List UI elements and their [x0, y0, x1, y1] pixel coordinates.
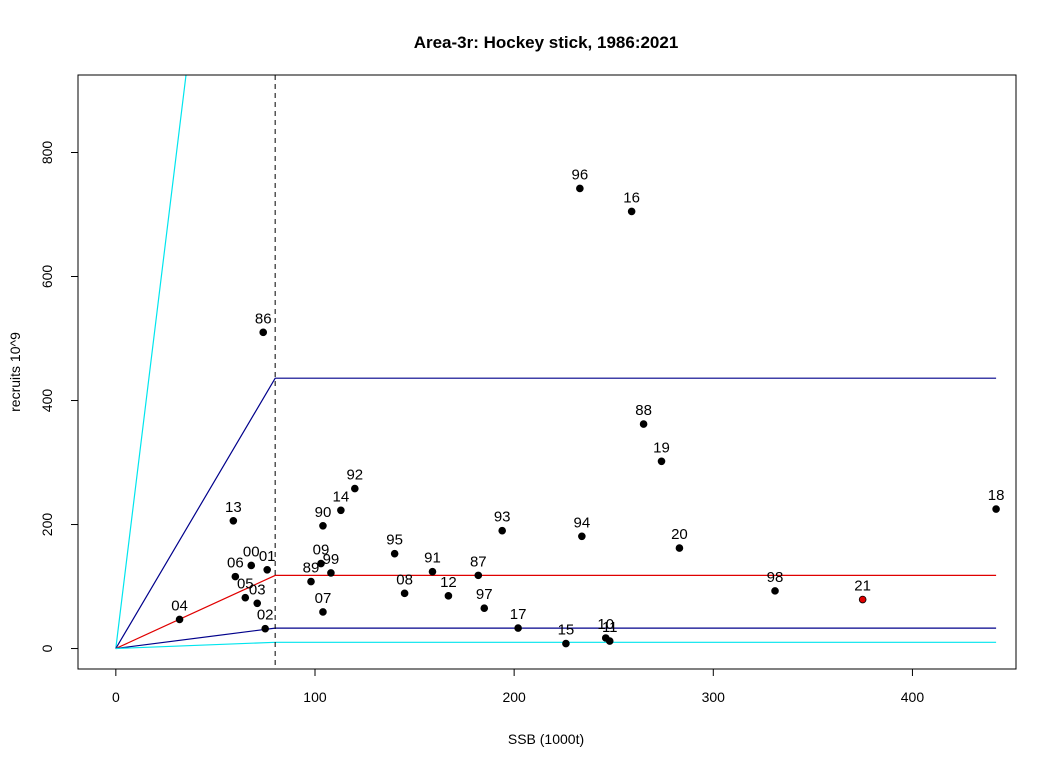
point-86 [259, 328, 268, 337]
point-label-01: 01 [259, 548, 276, 565]
x-tick-label: 100 [303, 689, 327, 705]
point-19 [657, 457, 666, 466]
point-label-14: 14 [333, 488, 350, 505]
y-tick-label: 600 [39, 265, 55, 289]
point-17 [514, 624, 522, 632]
plot-frame [77, 74, 1017, 670]
point-label-95: 95 [386, 532, 403, 549]
point-label-08: 08 [396, 571, 413, 588]
point-label-89: 89 [303, 560, 320, 577]
line-upper-blue [115, 377, 997, 649]
point-label-16: 16 [623, 189, 640, 206]
point-13 [229, 517, 238, 525]
point-96 [576, 184, 584, 193]
y-tick-label: 800 [39, 141, 55, 165]
point-06 [231, 572, 240, 581]
point-label-97: 97 [476, 586, 493, 603]
y-tick-label: 0 [39, 644, 55, 652]
fit-lines [115, 75, 997, 669]
point-label-02: 02 [257, 607, 274, 624]
point-92 [351, 484, 359, 493]
point-03 [253, 599, 262, 608]
x-tick-label: 0 [112, 689, 120, 705]
point-01 [263, 565, 271, 574]
point-88 [639, 420, 648, 428]
line-median-red [115, 574, 997, 650]
point-15 [562, 639, 570, 648]
point-08 [400, 589, 409, 598]
point-label-94: 94 [574, 514, 591, 531]
point-16 [627, 207, 636, 216]
point-label-06: 06 [227, 555, 244, 572]
point-label-07: 07 [315, 590, 332, 607]
data-points: 86 87 88 89 90 91 92 93 94 95 96 97 98 99 00 01 02 03 04 05… [171, 166, 1005, 648]
point-99 [327, 569, 335, 577]
point-label-18: 18 [988, 487, 1005, 504]
point-20 [675, 544, 684, 552]
point-90 [319, 521, 327, 530]
point-11 [605, 637, 614, 645]
point-98 [771, 587, 779, 595]
point-94 [578, 532, 586, 541]
point-93 [498, 526, 506, 535]
line-lower-blue [115, 627, 997, 650]
point-87 [474, 571, 483, 580]
point-label-17: 17 [510, 606, 527, 623]
point-89 [307, 577, 315, 586]
point-05 [241, 593, 250, 602]
point-04 [175, 615, 184, 624]
y-axis-label: recruits 10^9 [7, 332, 23, 412]
point-label-91: 91 [424, 550, 441, 567]
point-97 [480, 604, 489, 613]
point-label-09: 09 [313, 542, 330, 559]
y-tick-label: 200 [39, 513, 55, 537]
point-label-00: 00 [243, 543, 260, 560]
point-label-11: 11 [602, 619, 618, 636]
point-label-90: 90 [315, 504, 332, 521]
point-label-04: 04 [171, 597, 188, 614]
point-label-88: 88 [635, 402, 652, 419]
x-tick-label: 200 [502, 689, 526, 705]
point-label-86: 86 [255, 310, 272, 327]
point-label-98: 98 [767, 569, 784, 586]
point-label-87: 87 [470, 553, 487, 570]
point-18 [992, 505, 1000, 513]
chart-title: Area-3r: Hockey stick, 1986:2021 [414, 33, 679, 52]
point-label-12: 12 [440, 574, 457, 591]
line-lower-cyan [115, 641, 997, 650]
point-07 [319, 608, 327, 616]
x-tick-label: 300 [702, 689, 726, 705]
point-label-13: 13 [225, 499, 242, 516]
point-label-05: 05 [237, 576, 254, 593]
line-upper-cyan [115, 75, 187, 649]
point-00 [247, 561, 256, 570]
point-label-92: 92 [346, 467, 363, 484]
point-12 [444, 592, 453, 600]
y-tick-label: 400 [39, 389, 55, 413]
point-label-15: 15 [558, 622, 575, 639]
point-02 [261, 624, 270, 633]
point-14 [337, 506, 345, 515]
point-label-19: 19 [653, 439, 670, 456]
point-label-20: 20 [671, 526, 688, 543]
point-95 [390, 549, 399, 558]
x-axis-label: SSB (1000t) [508, 731, 584, 747]
point-label-96: 96 [572, 166, 589, 183]
point-label-93: 93 [494, 509, 511, 526]
point-label-21: 21 [854, 578, 871, 595]
point-09 [317, 559, 325, 568]
point-label-10: 10 [597, 616, 614, 633]
point-21 [858, 595, 867, 604]
point-91 [428, 567, 437, 576]
point-label-99: 99 [323, 551, 340, 568]
x-tick-label: 400 [901, 689, 925, 705]
point-label-03: 03 [249, 581, 266, 598]
